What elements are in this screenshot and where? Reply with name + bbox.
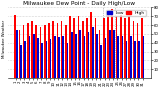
Bar — [35, 25, 37, 78]
Bar — [27, 23, 29, 78]
Bar — [111, 9, 113, 78]
Bar — [130, 36, 132, 78]
Bar — [107, 12, 109, 78]
Bar — [65, 25, 67, 78]
Bar — [24, 41, 26, 78]
Bar — [134, 41, 136, 78]
Bar — [86, 18, 88, 78]
Bar — [33, 34, 35, 78]
Text: Milwaukee Weather: Milwaukee Weather — [2, 20, 6, 58]
Bar — [37, 38, 39, 78]
Bar — [90, 12, 92, 78]
Bar — [67, 43, 68, 78]
Bar — [120, 15, 122, 78]
Bar — [105, 38, 106, 78]
Bar — [95, 18, 96, 78]
Bar — [62, 36, 64, 78]
Bar — [50, 39, 52, 78]
Bar — [40, 27, 41, 78]
Bar — [14, 15, 16, 78]
Bar — [23, 25, 24, 78]
Bar — [124, 18, 126, 78]
Bar — [29, 36, 30, 78]
Bar — [31, 21, 33, 78]
Bar — [100, 45, 102, 78]
Bar — [54, 36, 56, 78]
Bar — [48, 23, 50, 78]
Bar — [138, 41, 140, 78]
Bar — [143, 36, 144, 78]
Bar — [88, 32, 89, 78]
Bar — [46, 41, 47, 78]
Bar — [116, 16, 117, 78]
Bar — [79, 30, 81, 78]
Bar — [126, 41, 128, 78]
Legend: Low, High: Low, High — [106, 10, 146, 16]
Bar — [128, 16, 130, 78]
Bar — [69, 16, 71, 78]
Bar — [16, 30, 18, 78]
Bar — [73, 18, 75, 78]
Bar — [92, 27, 94, 78]
Bar — [56, 23, 58, 78]
Bar — [44, 25, 46, 78]
Bar — [84, 36, 85, 78]
Bar — [19, 30, 20, 78]
Bar — [99, 30, 100, 78]
Bar — [113, 30, 115, 78]
Bar — [82, 21, 84, 78]
Bar — [52, 21, 54, 78]
Bar — [41, 43, 43, 78]
Bar — [75, 34, 77, 78]
Bar — [117, 36, 119, 78]
Bar — [141, 18, 143, 78]
Bar — [122, 36, 123, 78]
Bar — [58, 37, 60, 78]
Bar — [20, 45, 22, 78]
Bar — [96, 34, 98, 78]
Bar — [109, 30, 111, 78]
Title: Milwaukee Dew Point - Daily High/Low: Milwaukee Dew Point - Daily High/Low — [23, 1, 135, 6]
Bar — [71, 32, 72, 78]
Bar — [132, 21, 134, 78]
Bar — [137, 23, 138, 78]
Bar — [103, 18, 105, 78]
Bar — [61, 21, 62, 78]
Bar — [78, 16, 79, 78]
